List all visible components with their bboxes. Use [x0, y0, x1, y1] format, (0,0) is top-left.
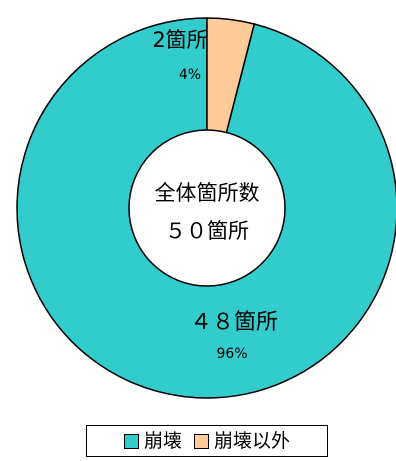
donut-hole — [128, 129, 286, 287]
legend-item-collapse: 崩壊 — [123, 429, 182, 452]
slice-count-label-other: 2箇所 — [152, 28, 207, 52]
slice-count-label-collapse: ４８箇所 — [190, 310, 278, 335]
center-label-line2: ５０箇所 — [165, 219, 249, 243]
legend-item-other: 崩壊以外 — [194, 429, 291, 452]
center-label-line1: 全体箇所数 — [155, 181, 260, 205]
legend: 崩壊 崩壊以外 — [86, 425, 328, 457]
slice-percent-label-other: 4% — [179, 67, 201, 83]
legend-label-other: 崩壊以外 — [214, 429, 291, 452]
legend-label-collapse: 崩壊 — [143, 429, 182, 452]
legend-swatch-other — [194, 433, 209, 449]
legend-swatch-collapse — [123, 433, 139, 449]
slice-percent-label-collapse: 96% — [216, 346, 247, 362]
donut-chart: 全体箇所数 ５０箇所 2箇所 4% ４８箇所 96% — [16, 17, 396, 399]
